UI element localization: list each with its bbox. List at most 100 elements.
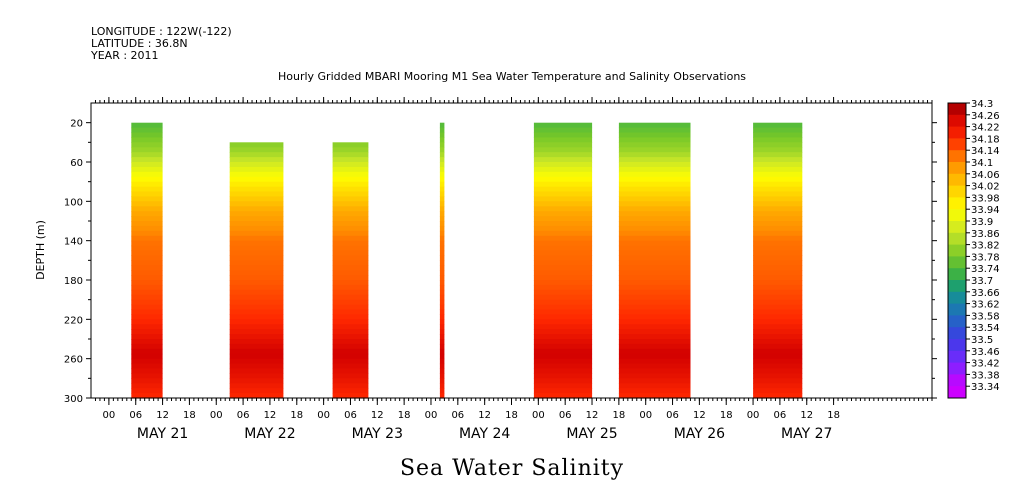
data-cell [229,235,284,242]
data-cell [753,176,803,183]
data-cell [131,388,163,394]
data-cell [533,127,593,134]
data-cell [533,235,593,242]
data-cell [131,211,163,217]
colorbar-swatch [948,315,966,328]
colorbar-label: 33.74 [971,264,1000,275]
data-cell [618,240,691,247]
data-cell [618,314,691,320]
data-cell [229,383,284,389]
data-cell [533,181,593,188]
data-cell [131,142,163,148]
data-cell [131,343,163,350]
data-cell [533,299,593,306]
data-segment [131,122,163,399]
day-label: MAY 26 [674,426,725,442]
data-cell [439,152,445,158]
data-cell [753,368,803,374]
data-cell [332,235,369,242]
data-cell [229,378,284,384]
data-cell [229,309,284,315]
data-cell [439,363,445,370]
data-cell [533,334,593,340]
data-cell [533,289,593,296]
data-cell [332,196,369,202]
data-cell [753,225,803,232]
data-cell [533,388,593,394]
data-cell [533,353,593,360]
data-cell [229,240,284,247]
day-label: MAY 24 [459,426,510,442]
data-cell [229,304,284,311]
data-cell [131,176,163,183]
plot-area [131,122,803,399]
data-cell [332,319,369,325]
data-cell [753,191,803,197]
day-label: MAY 25 [566,426,617,442]
data-cell [533,319,593,325]
data-cell [753,166,803,173]
colorbar-label: 33.7 [971,276,993,287]
data-cell [618,181,691,188]
data-cell [753,206,803,212]
data-cell [439,378,445,384]
colorbar-swatch [948,350,966,363]
y-tick-label: 260 [64,355,83,366]
data-cell [533,304,593,311]
data-cell [332,221,369,227]
x-tick-label: 18 [612,410,625,421]
data-cell [618,368,691,374]
colorbar-label: 34.06 [971,170,1000,181]
data-cell [229,368,284,374]
colorbar-swatch [948,339,966,352]
data-cell [753,211,803,217]
data-cell [618,127,691,134]
data-cell [533,152,593,158]
data-cell [332,255,369,261]
data-cell [332,289,369,296]
data-cell [618,265,691,271]
data-cell [618,284,691,291]
data-cell [533,280,593,286]
data-cell [229,196,284,202]
data-cell [332,147,369,153]
x-tick-label: 06 [344,410,357,421]
data-cell [618,319,691,325]
data-cell [618,378,691,384]
data-cell [439,235,445,242]
data-cell [618,166,691,173]
x-tick-label: 00 [317,410,330,421]
plot-frame [90,102,933,399]
data-cell [439,348,445,355]
x-tick-label: 18 [720,410,733,421]
data-cell [753,339,803,345]
data-cell [131,201,163,207]
colorbar-label: 33.94 [971,205,1000,216]
data-cell [618,147,691,153]
data-cell [332,191,369,197]
data-cell [753,186,803,193]
data-cell [618,225,691,232]
data-cell [753,358,803,365]
colorbar-swatch [948,232,966,245]
y-tick-label: 100 [64,197,83,208]
data-cell [131,147,163,153]
data-cell [533,166,593,173]
data-cell [332,339,369,345]
colorbar-swatch [948,244,966,257]
data-cell [753,171,803,178]
data-cell [618,309,691,315]
data-cell [229,230,284,237]
data-cell [332,265,369,271]
data-cell [131,186,163,193]
data-cell [332,284,369,291]
data-cell [229,216,284,222]
data-cell [439,339,445,345]
data-cell [753,122,803,129]
data-cell [753,329,803,335]
x-tick-label: 00 [425,410,438,421]
data-cell [229,299,284,306]
data-cell [753,284,803,291]
colorbar-swatch [948,150,966,163]
